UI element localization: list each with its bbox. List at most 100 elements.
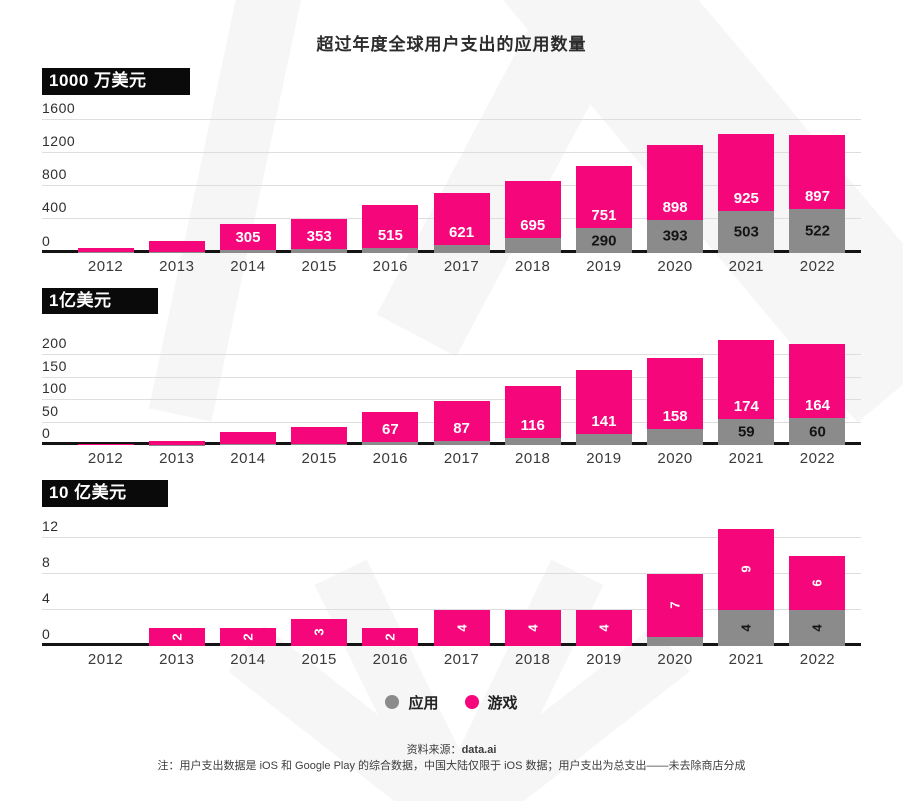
bar-column-2022: 522 897 (782, 134, 853, 253)
bar-value-label: 9 (738, 565, 754, 573)
year-label: 2019 (586, 650, 622, 668)
year-label: 2016 (372, 450, 409, 468)
bar-segment-apps (291, 443, 348, 446)
bar-value-label: 898 (662, 198, 688, 216)
bar-segment-games: 141 (575, 370, 632, 434)
bar-stack: 4 (575, 609, 632, 646)
bar-value-label: 2 (382, 633, 398, 641)
year-label: 2012 (87, 650, 124, 668)
bar-value-label: 2 (240, 633, 256, 641)
bar-segment-games: 4 (575, 609, 632, 646)
legend-item-games: 游戏 (464, 692, 518, 713)
bar-segment-games: 897 (789, 134, 846, 210)
bar-segment-games (148, 440, 205, 445)
apps-legend-dot-icon (385, 695, 400, 710)
plot-area: 0 4 8 12 2 2 3 2 4 4 4 7 4 9 4 6 (42, 512, 861, 646)
bar-stack: 621 (433, 193, 490, 253)
bar-value-label: 4 (809, 624, 825, 632)
year-label: 2013 (159, 257, 195, 275)
year-label: 2013 (159, 650, 195, 668)
year-label: 2013 (159, 450, 195, 468)
bar-value-label: 87 (453, 419, 470, 437)
year-label: 2012 (87, 257, 124, 275)
bar-stack: 116 (504, 386, 561, 446)
bar-segment-apps: 4 (718, 609, 775, 646)
bar-value-label: 6 (809, 579, 825, 587)
bar-segment-apps: 60 (789, 418, 846, 446)
bar-stack (77, 248, 134, 253)
bar-stack: 59 174 (718, 340, 775, 446)
x-axis-labels: 2012 2013 2014 2015 2016 2017 2018 2019 2020 2021… (42, 445, 861, 467)
y-tick-label: 0 (42, 625, 51, 642)
y-tick-label: 50 (42, 402, 59, 419)
y-tick-label: 0 (42, 232, 51, 249)
year-label: 2015 (301, 450, 337, 468)
bar-column-2015: 3 (284, 618, 355, 646)
source-label: 资料来源： (406, 743, 462, 756)
y-tick-label: 400 (42, 199, 67, 216)
bar-value-label: 695 (520, 217, 546, 235)
bar-column-2019: 290 751 (568, 166, 639, 253)
bar-value-label: 67 (382, 421, 399, 439)
bar-segment-games: 7 (647, 573, 704, 637)
bar-segment-apps: 522 (789, 209, 846, 253)
year-label: 2016 (372, 650, 409, 668)
bar-segment-apps (362, 442, 419, 446)
bar-stack: 4 (433, 609, 490, 646)
year-label: 2017 (443, 257, 480, 275)
bar-stack: 60 164 (789, 344, 846, 446)
bar-value-label: 158 (662, 408, 688, 426)
gridline (42, 399, 861, 401)
bar-value-label: 174 (733, 397, 759, 415)
bar-stack: 3 (291, 618, 348, 646)
bar-segment-games: 2 (148, 627, 205, 646)
bar-value-label: 897 (804, 188, 830, 206)
year-label: 2018 (515, 450, 551, 468)
bar-stack: 7 (647, 573, 704, 646)
legend-games-label: 游戏 (487, 694, 518, 712)
y-tick-label: 12 (42, 517, 59, 534)
bar-segment-games: 898 (647, 145, 704, 220)
year-label: 2019 (586, 450, 622, 468)
bar-segment-apps (219, 444, 276, 446)
year-label: 2014 (230, 257, 266, 275)
bar-value-label: 2 (169, 633, 185, 641)
bar-segment-games (77, 248, 134, 253)
bar-segment-games (291, 426, 348, 444)
bar-stack: 305 (219, 224, 276, 253)
plot-area: 0 400 800 1200 1600 305 353 515 621 695 290 751 393 8… (42, 100, 861, 253)
bar-column-2017: 4 (426, 609, 497, 646)
bar-stack: 290 751 (575, 166, 632, 253)
bar-segment-games: 925 (718, 133, 775, 211)
bar-segment-apps (433, 244, 490, 253)
bar-column-2022: 60 164 (782, 344, 853, 446)
bar-segment-apps (647, 429, 704, 446)
bar-segment-games: 4 (504, 609, 561, 646)
year-label: 2018 (515, 257, 551, 275)
chart-section-10-million-usd: 1000 万美元 0 400 800 1200 1600 305 353 515 621 695 2… (42, 55, 861, 275)
y-tick-label: 4 (42, 589, 51, 606)
year-label: 2018 (515, 650, 551, 668)
bar-column-2020: 393 898 (640, 145, 711, 253)
bar-value-label: 515 (377, 226, 403, 244)
year-label: 2020 (657, 650, 693, 668)
bar-column-2015 (284, 426, 355, 446)
y-tick-label: 0 (42, 425, 51, 442)
legend-apps-label: 应用 (408, 694, 439, 712)
gridline (42, 151, 861, 153)
year-label: 2014 (230, 450, 266, 468)
y-tick-label: 200 (42, 335, 67, 352)
footer: 资料来源：data.ai 注：用户支出数据是 iOS 和 Google Play… (0, 741, 903, 774)
y-tick-label: 800 (42, 166, 67, 183)
gridline (42, 608, 861, 610)
source-line: 资料来源：data.ai (0, 741, 903, 757)
bar-segment-apps: 59 (718, 418, 775, 446)
bar-stack: 87 (433, 401, 490, 446)
bars-row: 305 353 515 621 695 290 751 393 898 503 925 522 897 (70, 133, 853, 253)
bar-column-2021: 59 174 (711, 340, 782, 446)
bar-column-2021: 503 925 (711, 133, 782, 253)
bar-column-2012 (70, 444, 141, 446)
